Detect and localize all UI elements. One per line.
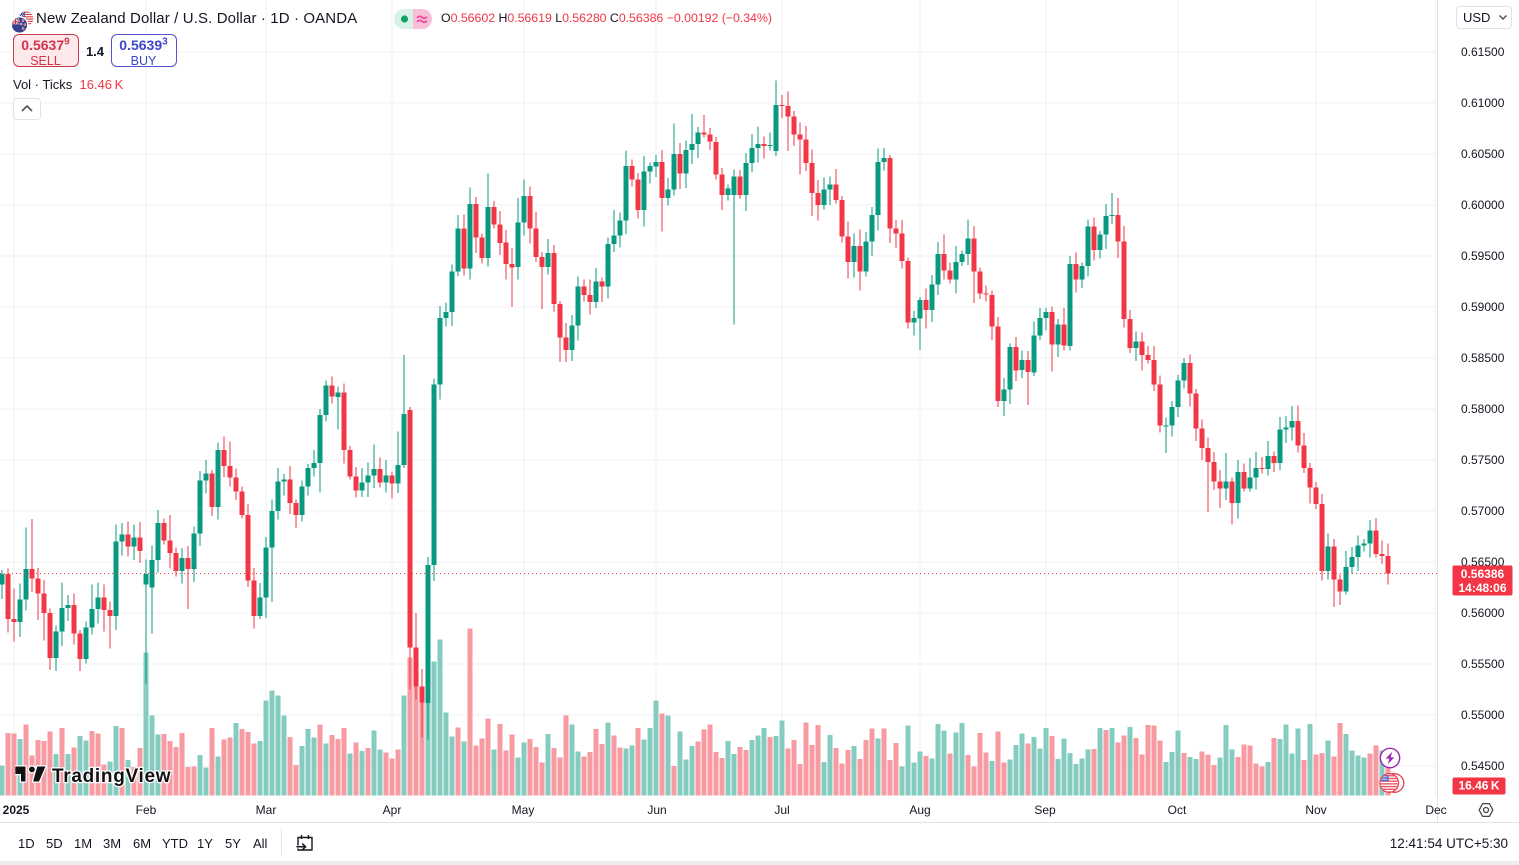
svg-text:0.57500: 0.57500 — [1461, 453, 1505, 467]
svg-text:0.56000: 0.56000 — [1461, 606, 1505, 620]
svg-text:16.46 K: 16.46 K — [1458, 779, 1499, 793]
svg-text:Jul: Jul — [774, 803, 789, 817]
svg-text:0.57000: 0.57000 — [1461, 504, 1505, 518]
svg-text:0.55500: 0.55500 — [1461, 657, 1505, 671]
svg-text:0.59000: 0.59000 — [1461, 300, 1505, 314]
svg-text:Sep: Sep — [1034, 803, 1056, 817]
svg-text:0.61500: 0.61500 — [1461, 45, 1505, 59]
svg-text:2025: 2025 — [3, 803, 30, 817]
svg-text:0.59500: 0.59500 — [1461, 249, 1505, 263]
svg-text:Dec: Dec — [1425, 803, 1446, 817]
svg-text:0.58500: 0.58500 — [1461, 351, 1505, 365]
svg-text:0.58000: 0.58000 — [1461, 402, 1505, 416]
svg-text:0.60000: 0.60000 — [1461, 198, 1505, 212]
svg-text:0.60500: 0.60500 — [1461, 147, 1505, 161]
svg-text:Nov: Nov — [1305, 803, 1326, 817]
svg-text:0.61000: 0.61000 — [1461, 96, 1505, 110]
svg-text:0.56386: 0.56386 — [1461, 567, 1505, 581]
svg-text:Aug: Aug — [909, 803, 930, 817]
svg-text:Mar: Mar — [256, 803, 277, 817]
svg-text:Jun: Jun — [647, 803, 666, 817]
svg-text:Apr: Apr — [383, 803, 402, 817]
svg-text:0.54500: 0.54500 — [1461, 759, 1505, 773]
svg-text:14:48:06: 14:48:06 — [1458, 581, 1506, 595]
svg-text:Feb: Feb — [136, 803, 157, 817]
svg-text:TradingView: TradingView — [52, 766, 171, 787]
svg-text:0.55000: 0.55000 — [1461, 708, 1505, 722]
svg-text:May: May — [512, 803, 535, 817]
svg-text:Oct: Oct — [1168, 803, 1187, 817]
